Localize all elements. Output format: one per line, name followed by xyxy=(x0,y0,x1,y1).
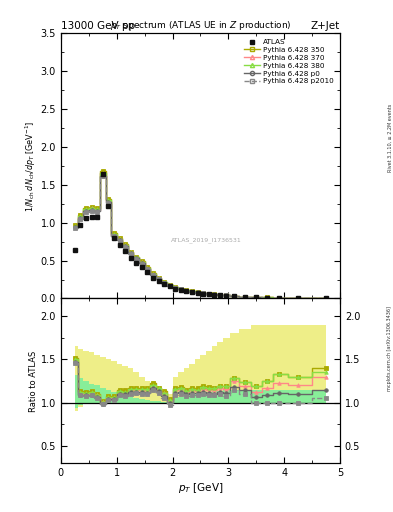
Legend: ATLAS, Pythia 6.428 350, Pythia 6.428 370, Pythia 6.428 380, Pythia 6.428 p0, Py: ATLAS, Pythia 6.428 350, Pythia 6.428 37… xyxy=(242,37,336,87)
Text: 13000 GeV pp: 13000 GeV pp xyxy=(61,20,135,31)
Title: $p_T$ spectrum (ATLAS UE in $Z$ production): $p_T$ spectrum (ATLAS UE in $Z$ producti… xyxy=(110,19,291,32)
Y-axis label: Ratio to ATLAS: Ratio to ATLAS xyxy=(29,350,38,412)
Text: mcplots.cern.ch [arXiv:1306.3436]: mcplots.cern.ch [arXiv:1306.3436] xyxy=(387,306,392,391)
X-axis label: $p_T$ [GeV]: $p_T$ [GeV] xyxy=(178,481,223,495)
Text: ATLAS_2019_I1736531: ATLAS_2019_I1736531 xyxy=(171,237,241,243)
Text: Z+Jet: Z+Jet xyxy=(311,20,340,31)
Text: Rivet 3.1.10, ≥ 2.2M events: Rivet 3.1.10, ≥ 2.2M events xyxy=(387,104,392,173)
Y-axis label: $1/N_\mathrm{ch}\,dN_\mathrm{ch}/dp_T\;[\mathrm{GeV}^{-1}]$: $1/N_\mathrm{ch}\,dN_\mathrm{ch}/dp_T\;[… xyxy=(23,120,38,211)
